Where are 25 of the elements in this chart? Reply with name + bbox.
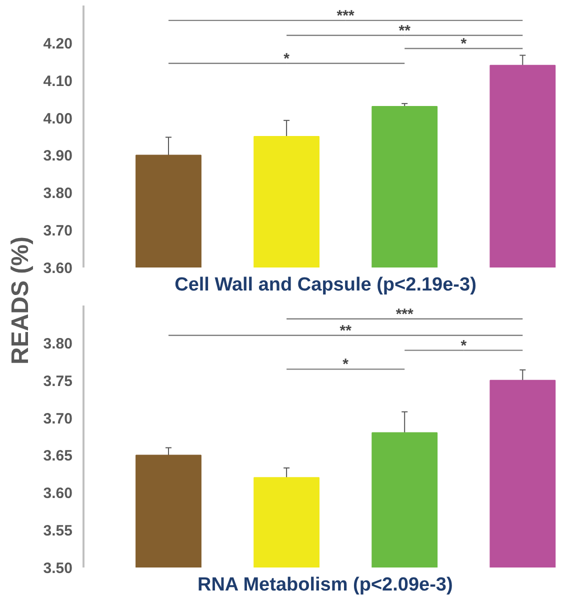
annotation: * [460,35,467,52]
y-tick-label: 3.75 [43,372,73,390]
y-tick-label: 3.50 [43,560,73,577]
annotation: *** [396,306,414,323]
annotation: *** [336,7,354,24]
y-tick-label: 3.70 [43,410,73,428]
y-tick-label: 3.80 [43,185,73,202]
y-tick-label: 3.60 [43,485,73,502]
annotation: ** [398,22,411,40]
annotation: ** [340,322,352,340]
y-tick-label: 4.10 [43,72,73,90]
y-tick-label: 3.55 [43,522,73,540]
y-tick-label: 3.60 [43,260,73,277]
text: Cell Wall and Capsule (p<2.19e-3) [174,274,476,296]
annotation: * [284,50,290,68]
y-axis-title: READS (%) [7,236,34,364]
y-tick-label: 4.00 [43,110,73,128]
y-tick-label: 3.65 [43,448,73,465]
y-tick-label: 3.70 [43,222,73,240]
y-tick-label: 3.90 [43,148,73,165]
annotation: * [460,337,467,354]
y-tick-label: 4.20 [43,35,73,52]
annotation: * [342,356,349,374]
y-tick-label: 3.80 [43,335,73,352]
text: RNA Metabolism (p<2.09e-3) [197,574,453,596]
